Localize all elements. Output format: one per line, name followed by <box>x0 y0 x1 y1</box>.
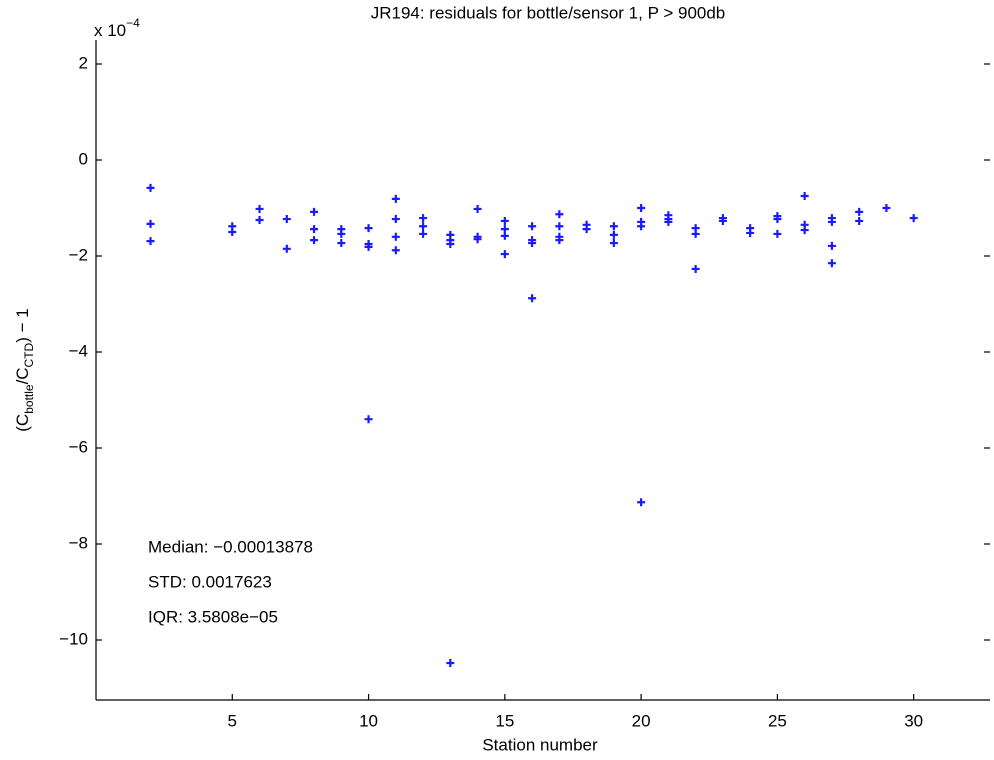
point <box>473 204 482 213</box>
point <box>310 236 319 245</box>
ylabel-part: ) − 1 <box>13 308 32 343</box>
point <box>364 415 373 424</box>
point <box>909 214 918 223</box>
stat-annotation: STD: 0.0017623 <box>148 572 272 591</box>
point <box>364 224 373 233</box>
x-tick-label: 30 <box>904 711 923 730</box>
point <box>500 231 509 240</box>
point <box>146 237 155 246</box>
x-tick-label: 5 <box>228 711 237 730</box>
point <box>446 659 455 668</box>
point <box>773 229 782 238</box>
point <box>800 192 809 200</box>
point <box>419 214 428 223</box>
point <box>337 229 346 238</box>
point <box>746 228 755 237</box>
point <box>637 204 646 212</box>
ylabel-sub: CTD <box>22 342 36 367</box>
y-tick-label: −10 <box>59 629 88 648</box>
y-tick-label: −8 <box>69 533 88 552</box>
point <box>146 183 155 192</box>
x-tick-label: 25 <box>768 711 787 730</box>
point <box>473 235 482 244</box>
point <box>718 216 727 225</box>
point <box>391 232 400 241</box>
point <box>310 207 319 216</box>
exponent-base: x 10 <box>94 21 126 40</box>
y-tick-label: 2 <box>79 53 88 72</box>
point <box>855 216 864 225</box>
point <box>827 217 836 226</box>
point <box>228 228 237 236</box>
point <box>146 219 155 228</box>
stat-annotation: Median: −0.00013878 <box>148 537 313 556</box>
point <box>528 222 537 231</box>
point <box>419 222 428 231</box>
point <box>364 242 373 251</box>
exponent-power: −4 <box>126 16 140 30</box>
point <box>882 204 891 212</box>
x-axis-label: Station number <box>482 735 598 754</box>
chart-title: JR194: residuals for bottle/sensor 1, P … <box>371 3 726 22</box>
point <box>855 207 864 216</box>
point <box>637 222 646 231</box>
point <box>555 222 564 231</box>
point <box>282 215 291 224</box>
point <box>555 236 564 245</box>
point <box>500 216 509 225</box>
point <box>582 225 591 234</box>
point <box>528 239 537 248</box>
ylabel-sub: bottle <box>22 384 36 414</box>
point <box>691 229 700 238</box>
ylabel-part: (C <box>13 414 32 432</box>
point <box>255 204 264 213</box>
point <box>446 240 455 248</box>
x-tick-label: 10 <box>359 711 378 730</box>
x-tick-label: 15 <box>495 711 514 730</box>
y-tick-label: −2 <box>69 245 88 264</box>
point <box>391 246 400 255</box>
point <box>827 259 836 268</box>
point <box>555 210 564 219</box>
point <box>528 294 537 303</box>
axis-exponent: x 10−4 <box>94 16 140 40</box>
y-tick-label: −6 <box>69 437 88 456</box>
point <box>827 241 836 250</box>
y-axis-label: (Cbottle/CCTD) − 1 <box>13 308 36 431</box>
y-tick-label: −4 <box>69 341 88 360</box>
point <box>691 264 700 273</box>
point <box>500 225 509 234</box>
point <box>310 225 319 234</box>
point <box>419 229 428 238</box>
point <box>391 215 400 224</box>
point <box>282 244 291 253</box>
y-tick-label: 0 <box>79 149 88 168</box>
stat-annotation: IQR: 3.5808e−05 <box>148 607 278 626</box>
point <box>773 215 782 224</box>
point <box>664 217 673 226</box>
point <box>637 498 646 507</box>
point <box>255 216 264 224</box>
point <box>337 239 346 248</box>
point <box>609 230 618 239</box>
point <box>800 226 809 235</box>
point <box>500 250 509 259</box>
point <box>391 194 400 203</box>
ylabel-part: /C <box>13 367 32 384</box>
point <box>609 239 618 248</box>
point <box>609 222 618 231</box>
x-tick-label: 20 <box>632 711 651 730</box>
